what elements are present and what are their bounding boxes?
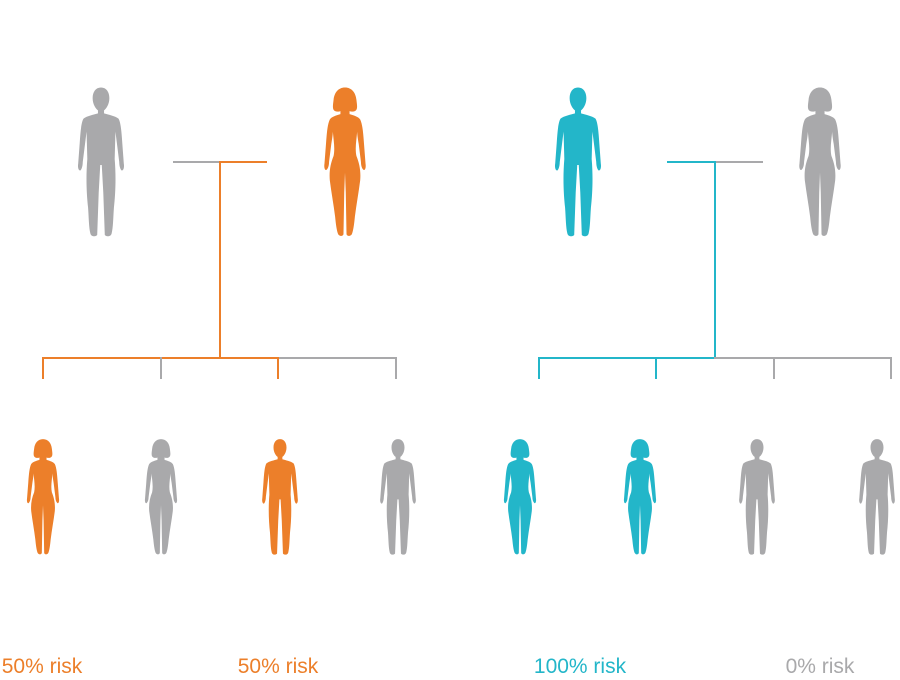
child-5-female-figure-silhouette [503,439,537,555]
child-2-female-figure [144,439,178,555]
child-7-male-figure-silhouette [739,439,775,555]
child-3-male-figure-silhouette [262,439,298,555]
child-5-female-figure [503,439,537,555]
risk-label-3: 100% risk [533,655,627,678]
child-8-male-figure-silhouette [859,439,895,555]
child-4-male-figure [380,439,416,555]
child-6-female-figure-silhouette [623,439,657,555]
risk-label-1: 50% risk [1,655,83,678]
parent-2-female-figure-silhouette [324,87,366,236]
child-7-male-figure [739,439,775,555]
parent-1-male-figure [77,87,125,237]
child-1-female-figure [26,439,60,555]
child-2-female-figure-silhouette [144,439,178,555]
child-6-female-figure [623,439,657,555]
risk-label-2: 50% risk [237,655,319,678]
child-3-male-figure [262,439,298,555]
parent-4-female-figure [799,87,841,236]
child-4-male-figure-silhouette [380,439,416,555]
child-8-male-figure [859,439,895,555]
parent-1-male-figure-silhouette [77,87,125,237]
parent-3-male-figure-silhouette [554,87,602,237]
child-1-female-figure-silhouette [26,439,60,555]
parent-2-female-figure [324,87,366,236]
parent-4-female-figure-silhouette [799,87,841,236]
parent-3-male-figure [554,87,602,237]
risk-label-4: 0% risk [785,655,855,678]
